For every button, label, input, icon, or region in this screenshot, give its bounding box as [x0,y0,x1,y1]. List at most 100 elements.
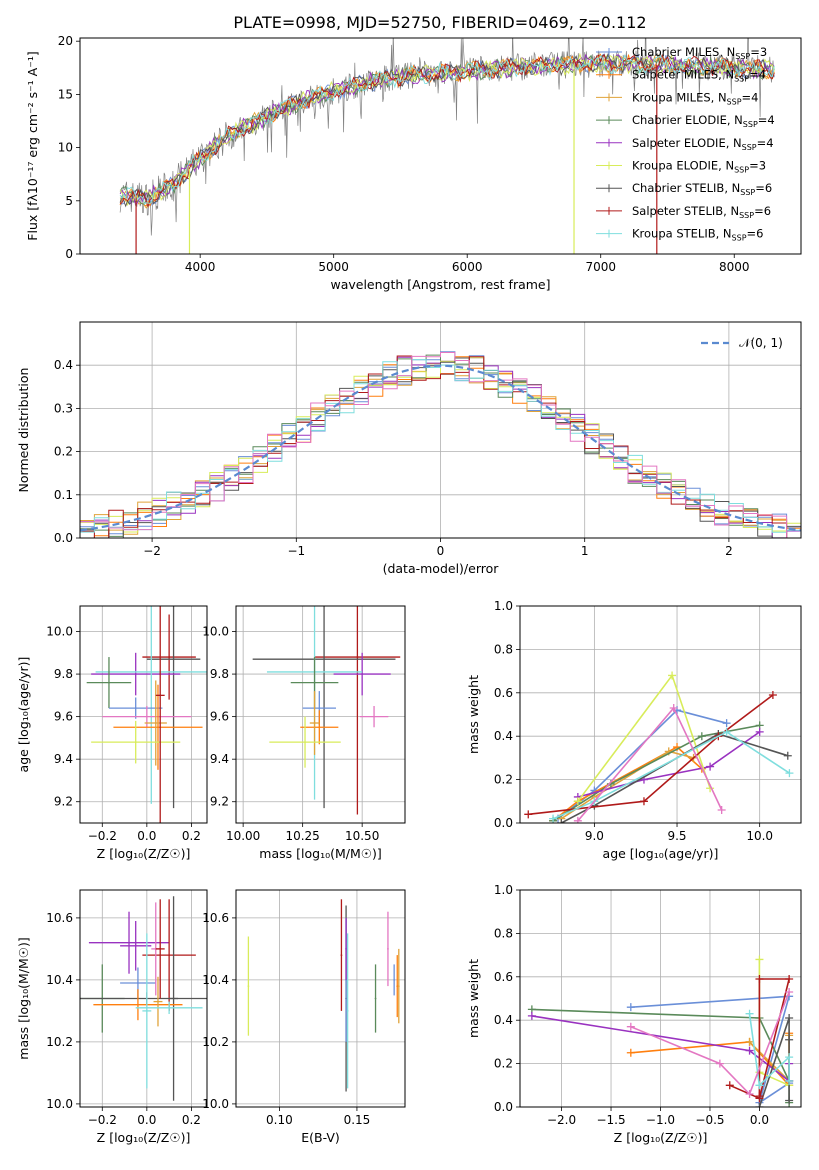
spectrum-plot-area [119,38,775,254]
series-marker [557,819,566,823]
mass_vs_Z-frame [79,889,208,1108]
data-point [108,681,110,684]
series-marker [573,816,582,823]
data-point [134,707,137,710]
legend-label: Kroupa ELODIE, NSSP=3 [632,159,766,175]
data-point [157,1000,159,1003]
data-point [304,741,306,744]
y-tick-label: 0.6 [494,970,513,984]
data-point [396,985,399,987]
legend-label: Salpeter ELODIE, NSSP=4 [632,136,774,152]
panel-age_vs_Z: −0.2 0.0 0.2 9.2 9.4 9.6 9.8 10.0 Z [log₁₀(Z/Z☉)… [16,605,208,861]
series-line-9 [577,706,723,822]
data-point [397,985,400,987]
data-point [134,673,137,675]
y-tick-label: 5 [65,194,73,208]
series-line-6 [560,733,789,823]
massweight_vs_age-plot-area [524,671,794,823]
x-tick-label: 0.0 [137,1113,156,1127]
data-point [134,944,137,947]
series-marker [745,1046,754,1055]
series-marker [785,1096,794,1105]
y-tick-label: 0.0 [494,816,513,830]
series-marker [768,690,777,699]
series-marker [639,797,648,806]
data-point [313,722,316,724]
x-axis-label: E(B-V) [301,1130,340,1145]
series-line-8 [552,730,790,820]
x-tick-label: 4000 [185,260,216,274]
legend-label: Salpeter STELIB, NSSP=6 [632,204,771,220]
y-axis-label: Normed distribution [16,368,31,493]
series-line-1 [552,746,703,822]
y-axis-label: mass [log₁₀(M/M☉)] [16,937,31,1059]
age_vs_Z-frame [79,605,208,824]
y-tick-label: 0.8 [494,926,513,940]
y-tick-label: 0.4 [54,358,73,372]
model-line-5 [119,52,775,206]
x-tick-label: 0.10 [266,1113,293,1127]
series-marker [549,814,558,823]
x-tick-label: 10.25 [285,829,319,843]
x-axis-label: age [log₁₀(age/yr)] [603,846,719,861]
x-tick-label: 10.0 [746,829,773,843]
x-tick-label: 8000 [719,260,750,274]
x-tick-label: 10.00 [226,829,260,843]
x-tick-label: 0 [437,544,445,558]
y-tick-label: 15 [58,87,73,101]
figure-title: PLATE=0998, MJD=52750, FIBERID=0469, z=0… [233,13,646,32]
series-line-8 [748,1013,790,1087]
x-tick-label: 0.0 [750,1113,769,1127]
x-axis-label: mass [log₁₀(M/M☉)] [259,846,381,861]
x-axis-label: (data-model)/error [383,561,500,576]
series-marker [785,987,794,996]
series-marker [785,1076,794,1085]
y-tick-label: 10.4 [202,973,229,987]
data-point [168,954,171,956]
x-tick-label: −2 [143,544,161,558]
x-tick-label: −0.2 [88,1113,117,1127]
mass_vs_Z-plot-area [80,896,207,1101]
series-marker [745,1089,754,1098]
series-marker [706,762,715,771]
series-line-3 [552,724,760,822]
data-point [128,941,130,944]
x-tick-label: 10.50 [345,829,379,843]
histogram-series-7 [80,355,801,538]
series-marker [783,751,792,760]
panel-massweight_vs_age: 9.0 9.5 10.0 0.0 0.2 0.4 0.6 0.8 1.0 age [log₁₀(a… [466,599,802,861]
y-axis-label: mass weight [466,675,481,754]
data-point [172,658,175,661]
legend-label: Kroupa STELIB, NSSP=6 [632,227,763,243]
series-line-7 [528,694,774,816]
data-point [145,715,148,718]
y-tick-label: 9.2 [54,795,73,809]
data-point [374,997,377,1000]
legend-label: Chabrier MILES, NSSP=3 [632,45,767,61]
y-tick-label: 10 [58,141,73,155]
spectrum-frame [79,37,802,255]
y-tick-label: 1.0 [494,883,513,897]
y-tick-label: 9.8 [210,667,229,681]
massweight_vs_age-grid [520,605,801,824]
x-tick-label: −0.5 [695,1113,724,1127]
series-marker [668,671,677,680]
normal-curve [80,364,801,532]
y-axis-label: mass weight [466,959,481,1038]
legend-label: Chabrier STELIB, NSSP=6 [632,181,772,197]
panel-mass_vs_Z: −0.2 0.0 0.2 10.0 10.2 10.4 10.6 Z [log₁₀(Z/Z☉)… [16,889,208,1145]
series-marker [755,1103,764,1107]
age_vs_mass-grid [236,606,405,823]
legend-label: Kroupa MILES, NSSP=4 [632,90,758,106]
series-marker [755,1092,764,1101]
y-tick-label: 10.2 [202,1035,229,1049]
x-tick-label: −0.2 [88,829,117,843]
data-point [137,982,139,984]
legend-label: 𝒩(0, 1) [739,336,783,350]
y-tick-label: 0.1 [54,488,73,502]
series-marker [524,810,533,819]
x-tick-label: 9.0 [585,829,604,843]
residuals-frame [79,321,802,539]
y-tick-label: 10.4 [46,973,73,987]
